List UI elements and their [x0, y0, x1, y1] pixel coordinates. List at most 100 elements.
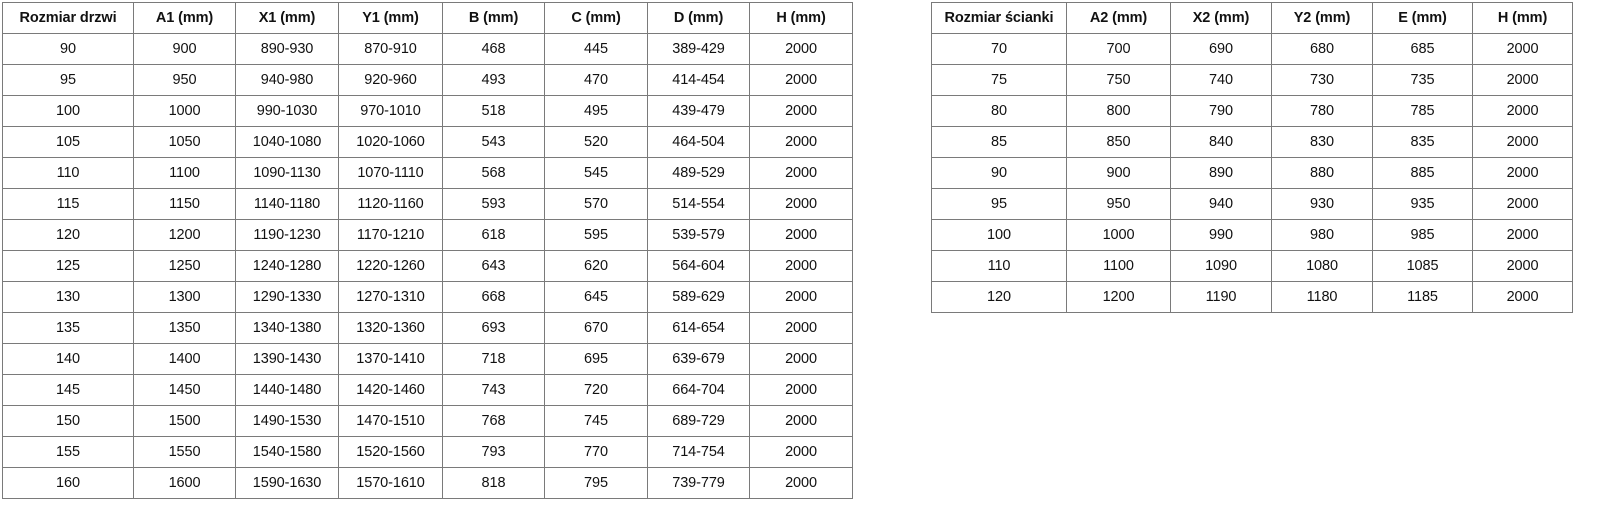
cell: 1040-1080 [235, 126, 339, 158]
cell: 900 [1066, 157, 1171, 189]
cell: 1180 [1271, 281, 1373, 313]
cell: 1470-1510 [338, 405, 443, 437]
cell: 1590-1630 [235, 467, 339, 499]
cell: 145 [2, 374, 134, 406]
cell: 2000 [749, 126, 853, 158]
cell: 743 [442, 374, 545, 406]
cell: 520 [544, 126, 648, 158]
table-row: 100 1000 990-1030 970-1010 518 495 439-4… [2, 95, 853, 127]
cell: 2000 [1472, 188, 1573, 220]
doors-table-body: 90 900 890-930 870-910 468 445 389-429 2… [2, 33, 853, 499]
cell: 689-729 [647, 405, 750, 437]
cell: 2000 [749, 436, 853, 468]
cell: 1250 [133, 250, 236, 282]
doors-table-block: Rozmiar drzwi A1 (mm) X1 (mm) Y1 (mm) B … [2, 2, 853, 499]
cell: 1550 [133, 436, 236, 468]
cell: 1140-1180 [235, 188, 339, 220]
walls-col-header-a2: A2 (mm) [1066, 2, 1171, 34]
table-row: 135 1350 1340-1380 1320-1360 693 670 614… [2, 312, 853, 344]
cell: 489-529 [647, 157, 750, 189]
cell: 1500 [133, 405, 236, 437]
cell: 90 [2, 33, 134, 65]
cell: 120 [931, 281, 1067, 313]
doors-col-header-y1: Y1 (mm) [338, 2, 443, 34]
cell: 589-629 [647, 281, 750, 313]
cell: 785 [1372, 95, 1473, 127]
cell: 935 [1372, 188, 1473, 220]
cell: 1450 [133, 374, 236, 406]
table-row: 90 900 890 880 885 2000 [931, 157, 1573, 189]
doors-col-header-c: C (mm) [544, 2, 648, 34]
cell: 1300 [133, 281, 236, 313]
cell: 110 [931, 250, 1067, 282]
cell: 780 [1271, 95, 1373, 127]
cell: 880 [1271, 157, 1373, 189]
cell: 930 [1271, 188, 1373, 220]
cell: 2000 [749, 281, 853, 313]
cell: 730 [1271, 64, 1373, 96]
cell: 2000 [1472, 126, 1573, 158]
doors-col-header-h: H (mm) [749, 2, 853, 34]
cell: 1200 [133, 219, 236, 251]
cell: 90 [931, 157, 1067, 189]
cell: 1340-1380 [235, 312, 339, 344]
cell: 464-504 [647, 126, 750, 158]
cell: 1120-1160 [338, 188, 443, 220]
cell: 2000 [749, 33, 853, 65]
cell: 470 [544, 64, 648, 96]
table-row: 120 1200 1190 1180 1185 2000 [931, 281, 1573, 313]
cell: 1490-1530 [235, 405, 339, 437]
cell: 1080 [1271, 250, 1373, 282]
cell: 940 [1170, 188, 1272, 220]
doors-header-row: Rozmiar drzwi A1 (mm) X1 (mm) Y1 (mm) B … [2, 2, 853, 34]
cell: 695 [544, 343, 648, 375]
cell: 840 [1170, 126, 1272, 158]
table-row: 105 1050 1040-1080 1020-1060 543 520 464… [2, 126, 853, 158]
cell: 620 [544, 250, 648, 282]
cell: 1190-1230 [235, 219, 339, 251]
cell: 770 [544, 436, 648, 468]
table-row: 150 1500 1490-1530 1470-1510 768 745 689… [2, 405, 853, 437]
cell: 1320-1360 [338, 312, 443, 344]
cell: 768 [442, 405, 545, 437]
cell: 950 [1066, 188, 1171, 220]
doors-table-head: Rozmiar drzwi A1 (mm) X1 (mm) Y1 (mm) B … [2, 2, 853, 34]
cell: 985 [1372, 219, 1473, 251]
cell: 693 [442, 312, 545, 344]
cell: 830 [1271, 126, 1373, 158]
cell: 1240-1280 [235, 250, 339, 282]
cell: 720 [544, 374, 648, 406]
cell: 2000 [749, 405, 853, 437]
cell: 100 [2, 95, 134, 127]
cell: 2000 [1472, 64, 1573, 96]
table-row: 145 1450 1440-1480 1420-1460 743 720 664… [2, 374, 853, 406]
cell: 1085 [1372, 250, 1473, 282]
cell: 1000 [133, 95, 236, 127]
cell: 518 [442, 95, 545, 127]
cell: 793 [442, 436, 545, 468]
cell: 155 [2, 436, 134, 468]
cell: 2000 [1472, 219, 1573, 251]
cell: 80 [931, 95, 1067, 127]
cell: 664-704 [647, 374, 750, 406]
cell: 100 [931, 219, 1067, 251]
cell: 2000 [749, 188, 853, 220]
cell: 593 [442, 188, 545, 220]
table-row: 100 1000 990 980 985 2000 [931, 219, 1573, 251]
cell: 740 [1170, 64, 1272, 96]
cell: 2000 [749, 219, 853, 251]
cell: 818 [442, 467, 545, 499]
cell: 2000 [1472, 281, 1573, 313]
cell: 1170-1210 [338, 219, 443, 251]
cell: 75 [931, 64, 1067, 96]
cell: 980 [1271, 219, 1373, 251]
cell: 670 [544, 312, 648, 344]
cell: 2000 [749, 467, 853, 499]
cell: 643 [442, 250, 545, 282]
cell: 1440-1480 [235, 374, 339, 406]
cell: 870-910 [338, 33, 443, 65]
cell: 570 [544, 188, 648, 220]
cell: 445 [544, 33, 648, 65]
cell: 1390-1430 [235, 343, 339, 375]
walls-table-head: Rozmiar ścianki A2 (mm) X2 (mm) Y2 (mm) … [931, 2, 1573, 34]
